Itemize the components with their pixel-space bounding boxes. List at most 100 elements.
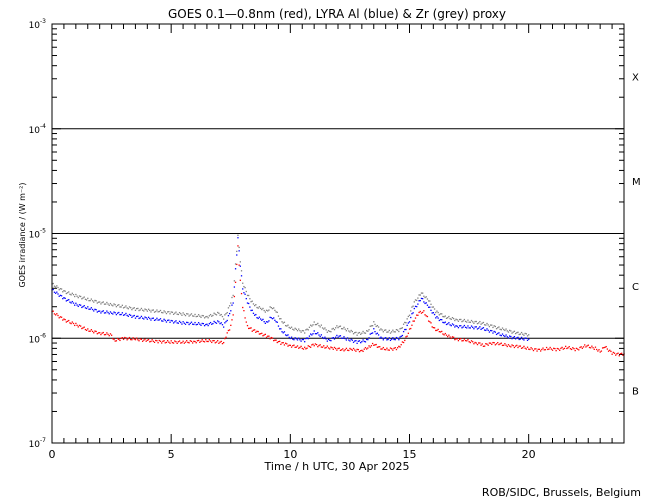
series-point	[113, 338, 115, 341]
series-point	[340, 337, 343, 339]
series-point	[553, 347, 555, 349]
series-point	[537, 348, 539, 350]
series-point	[344, 349, 346, 351]
series-point	[308, 345, 311, 348]
series-point	[516, 332, 518, 334]
series-point	[180, 321, 182, 324]
series-point	[244, 317, 246, 319]
series-point	[488, 342, 491, 344]
series-point	[101, 310, 103, 313]
series-point	[182, 312, 184, 314]
series-point	[240, 270, 243, 272]
series-point	[480, 344, 482, 346]
series-point	[168, 319, 170, 321]
series-point	[87, 297, 89, 299]
series-point	[134, 309, 137, 311]
series-point	[178, 311, 181, 314]
series-point	[110, 304, 113, 306]
series-point	[56, 285, 58, 287]
series-point	[246, 302, 249, 304]
series-point	[388, 337, 390, 339]
series-point	[474, 320, 476, 323]
series-point	[566, 347, 568, 350]
series-point	[491, 330, 493, 332]
series-point	[312, 333, 314, 335]
series-point	[426, 304, 429, 306]
series-point	[146, 339, 149, 341]
series-point	[249, 327, 251, 329]
series-point	[361, 349, 363, 352]
series-point	[408, 328, 411, 330]
series-point	[233, 295, 236, 298]
series-point	[425, 302, 427, 304]
series-point	[379, 346, 381, 348]
series-point	[536, 350, 538, 352]
series-point	[413, 301, 415, 303]
series-point	[402, 323, 405, 325]
series-point	[519, 345, 522, 347]
series-point	[137, 339, 139, 341]
series-point	[236, 254, 238, 256]
series-point	[161, 342, 163, 344]
series-point	[296, 330, 299, 332]
series-point	[153, 341, 156, 343]
series-point	[333, 346, 336, 349]
series-point	[391, 331, 393, 333]
series-point	[215, 314, 218, 316]
series-point	[169, 313, 171, 315]
series-point	[228, 305, 231, 307]
series-point	[269, 338, 271, 340]
series-point	[505, 344, 507, 346]
series-point	[54, 292, 57, 294]
series-point	[264, 322, 267, 324]
series-point	[298, 328, 300, 330]
series-point	[472, 341, 474, 343]
series-point	[133, 338, 135, 340]
series-point	[374, 323, 376, 326]
series-point	[252, 312, 255, 314]
series-point	[183, 322, 185, 324]
series-point	[131, 316, 133, 318]
series-point	[507, 331, 510, 333]
series-point	[195, 324, 197, 326]
series-point	[518, 345, 520, 347]
series-point	[168, 341, 170, 343]
series-point	[350, 348, 352, 351]
series-point	[338, 325, 340, 328]
series-point	[212, 340, 214, 342]
series-point	[487, 324, 489, 326]
series-point	[505, 334, 507, 336]
series-point	[221, 315, 224, 318]
series-point	[288, 326, 290, 329]
series-point	[197, 339, 200, 342]
series-point	[294, 327, 296, 329]
series-point	[504, 329, 506, 332]
series-point	[91, 300, 94, 302]
series-point	[462, 340, 464, 342]
series-point	[443, 316, 445, 318]
series-point	[242, 306, 244, 309]
series-point	[382, 346, 384, 349]
series-point	[112, 313, 114, 315]
series-point	[504, 343, 506, 345]
series-point	[124, 314, 126, 316]
series-point	[106, 301, 108, 304]
flare-class-label: B	[632, 387, 639, 398]
series-point	[95, 300, 97, 302]
series-point	[394, 339, 396, 341]
series-point	[147, 339, 150, 341]
series-point	[597, 350, 599, 352]
series-point	[485, 343, 487, 345]
series-point	[256, 306, 258, 309]
series-point	[90, 307, 93, 309]
series-point	[318, 334, 320, 336]
series-point	[391, 338, 393, 340]
series-point	[599, 351, 601, 353]
series-point	[476, 328, 479, 330]
series-point	[512, 331, 514, 333]
series-point	[58, 295, 60, 297]
series-point	[559, 349, 561, 351]
series-point	[171, 341, 174, 344]
series-point	[66, 292, 69, 294]
series-point	[176, 342, 178, 345]
